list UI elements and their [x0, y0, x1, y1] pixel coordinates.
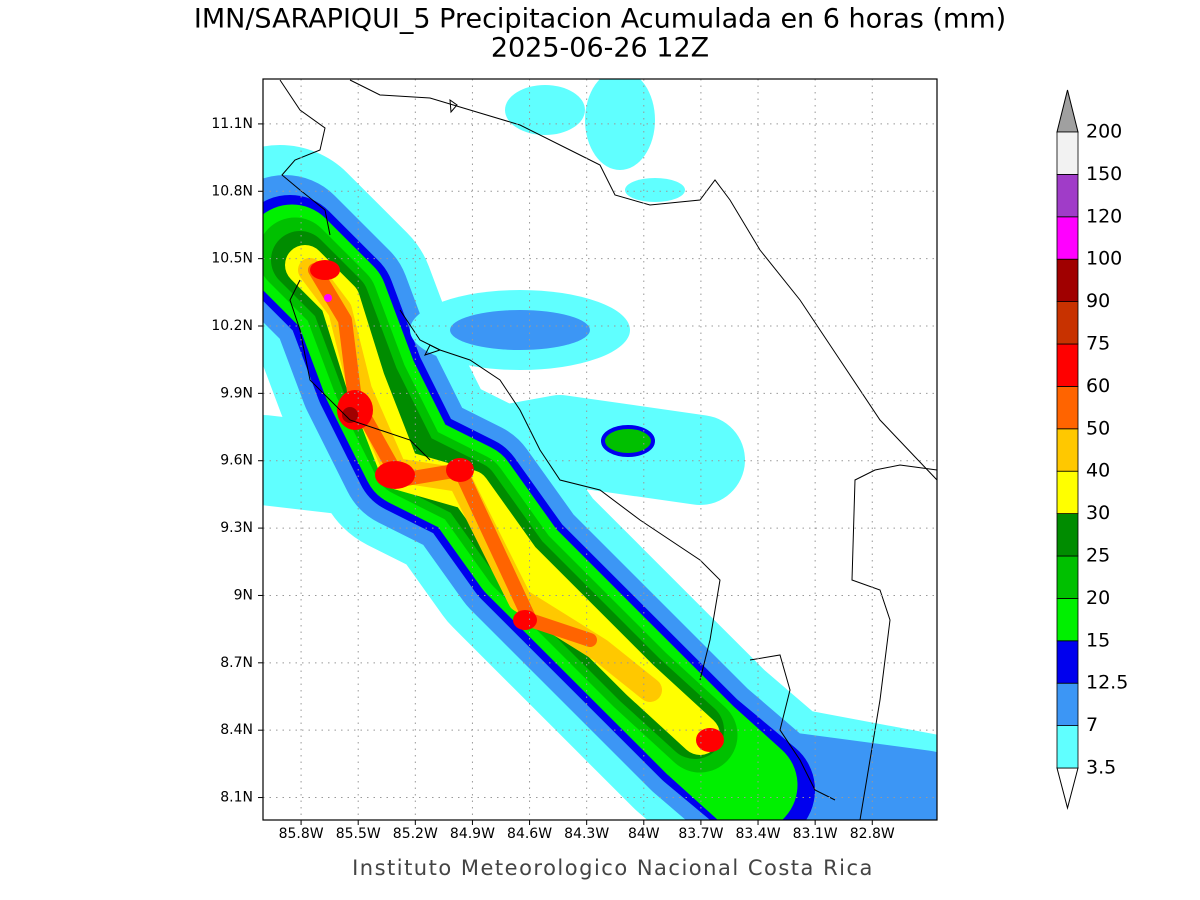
y-tick-label: 9N [234, 587, 253, 603]
colorbar-label: 40 [1086, 460, 1110, 482]
colorbar-label: 90 [1086, 290, 1110, 312]
subtitle: 2025-06-26 12Z [491, 33, 709, 64]
colorbar-label: 100 [1086, 248, 1122, 270]
colorbar-over [1056, 89, 1079, 133]
x-tick-label: 85.5W [336, 826, 381, 842]
colorbar-label: 50 [1086, 417, 1110, 439]
x-tick-label: 83.4W [736, 826, 781, 842]
colorbar-band [1056, 131, 1079, 175]
x-tick-label: 85.2W [393, 826, 438, 842]
colorbar-label: 25 [1086, 545, 1110, 567]
y-tick-label: 8.4N [220, 722, 253, 738]
colorbar-band [1056, 385, 1079, 430]
colorbar-label: 60 [1086, 375, 1110, 397]
x-tick-label: 84.9W [450, 826, 495, 842]
y-tick-label: 9.6N [220, 453, 253, 469]
y-tick-label: 10.8N [211, 183, 253, 199]
colorbar-band [1056, 343, 1079, 387]
colorbar-band [1056, 682, 1079, 727]
colorbar-label: 75 [1086, 333, 1110, 355]
x-tick-label: 84.3W [564, 826, 609, 842]
y-tick-label: 8.7N [220, 655, 253, 671]
y-tick-label: 11.1N [211, 116, 253, 132]
precip-field [263, 79, 937, 820]
y-tick-label: 8.1N [220, 790, 253, 806]
colorbar-band [1056, 725, 1079, 769]
colorbar-label: 15 [1086, 629, 1110, 651]
axes: 85.8W 85.5W 85.2W 84.9W 84.6W 84.3W 84W 83.7W 83… [211, 116, 895, 842]
colorbar-band [1056, 258, 1079, 303]
x-tick-label: 85.8W [279, 826, 324, 842]
y-tick-label: 9.9N [220, 385, 253, 401]
y-tick-label: 9.3N [220, 520, 253, 536]
y-tick-label: 10.5N [211, 251, 253, 267]
colorbar-label: 20 [1086, 587, 1110, 609]
colorbar-label: 7 [1086, 714, 1098, 736]
colorbar-band [1056, 173, 1079, 218]
y-tick-label: 10.2N [211, 318, 253, 334]
colorbar-label: 200 [1086, 121, 1122, 143]
colorbar-under [1056, 767, 1079, 810]
grid [263, 79, 937, 820]
colorbar-band [1056, 598, 1079, 642]
colorbar-band [1056, 301, 1079, 345]
map-frame [262, 78, 938, 821]
colorbar-band [1056, 640, 1079, 684]
colorbar-band [1056, 470, 1079, 515]
coastlines [279, 79, 938, 821]
x-tick-label: 84W [628, 826, 660, 842]
colorbar: 3.5 7 12.5 15 20 25 30 40 50 60 75 90 100 120 150 200 [1056, 89, 1128, 810]
x-tick-label: 83.1W [793, 826, 838, 842]
colorbar-label: 12.5 [1086, 672, 1128, 694]
rain-band [263, 79, 937, 820]
colorbar-label: 150 [1086, 163, 1122, 185]
x-tick-label: 83.7W [678, 826, 723, 842]
colorbar-band [1056, 555, 1079, 599]
x-tick-label: 82.8W [850, 826, 895, 842]
x-tick-label: 84.6W [507, 826, 552, 842]
footer: Instituto Meteorologico Nacional Costa R… [352, 856, 874, 880]
colorbar-band [1056, 216, 1079, 260]
title: IMN/SARAPIQUI_5 Precipitacion Acumulada … [194, 4, 1006, 35]
colorbar-band [1056, 428, 1079, 472]
colorbar-band [1056, 513, 1079, 557]
colorbar-label: 120 [1086, 205, 1122, 227]
colorbar-label: 3.5 [1086, 757, 1116, 779]
colorbar-label: 30 [1086, 502, 1110, 524]
